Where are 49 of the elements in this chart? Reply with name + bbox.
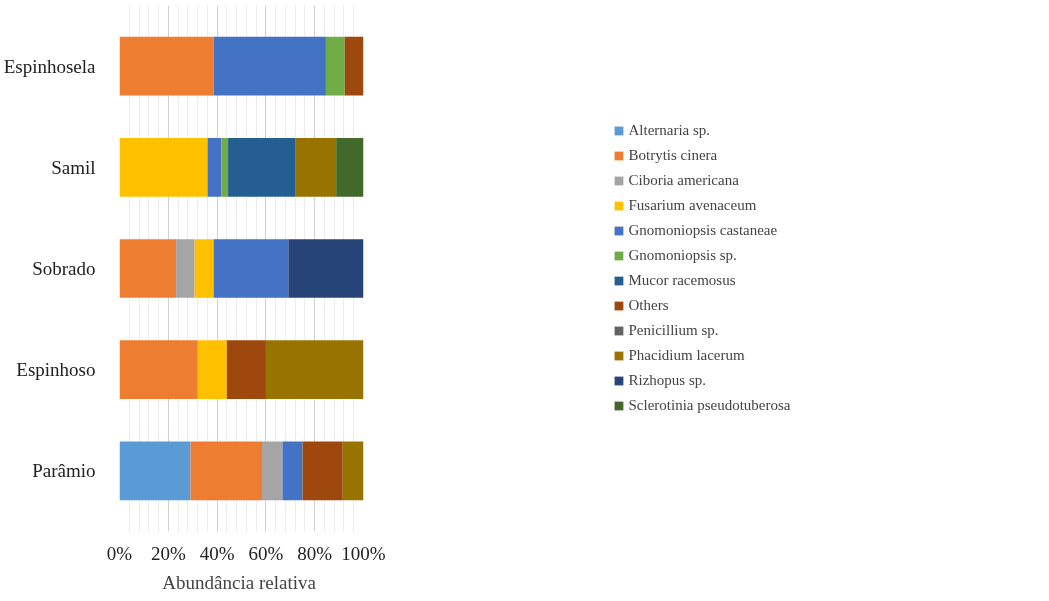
y-tick-label: Parâmio [32,460,96,482]
bar [221,138,229,197]
x-tick-label: 80% [297,542,333,564]
x-tick-label: 100% [341,542,386,564]
legend-label: Sclerotinia pseudotuberosa [628,397,791,414]
bar [119,138,208,197]
bar [213,239,289,298]
bar [176,239,195,298]
bar [302,441,343,501]
y-tick-label: Espinhoso [16,359,96,381]
y-tick-label: Samil [51,156,96,178]
legend-label: Gnomoniopsis sp. [628,247,737,264]
bar [119,239,177,298]
bar [336,138,364,197]
bar [288,239,364,298]
legend-label: Phacidium lacerum [628,347,745,364]
bar [194,239,214,298]
bar [207,138,222,197]
x-tick-label: 60% [248,542,284,564]
legend-label: Penicillium sp. [628,322,719,339]
bar [119,340,198,399]
y-tick-label: Sobrado [32,258,96,279]
x-tick-label: 20% [150,542,186,564]
bar [344,36,364,96]
bar [190,441,262,501]
legend-label: Others [628,297,669,314]
legend-label: Fusarium avenaceum [628,197,757,214]
x-tick-label: 40% [199,542,235,564]
x-axis-title: Abundância relativa [162,571,317,593]
legend-label: Gnomoniopsis castaneae [628,222,778,239]
bar [295,138,337,197]
bar [119,36,214,96]
x-tick-label: 0% [106,542,133,564]
bar [262,441,283,501]
y-tick-label: Espinhosela [3,55,97,77]
bar [213,36,326,96]
bar [282,441,303,501]
legend-label: Ciboria americana [628,172,739,189]
bar [342,441,364,501]
legend-label: Mucor racemosus [628,272,736,289]
legend-label: Rizhopus sp. [628,372,706,389]
bar [197,340,227,399]
legend-label: Botrytis cinera [628,147,718,164]
bar [325,36,345,96]
bar [226,340,266,399]
bar [265,340,364,399]
bar [119,441,191,501]
legend-label: Alternaria sp. [628,122,711,139]
bar [228,138,296,197]
